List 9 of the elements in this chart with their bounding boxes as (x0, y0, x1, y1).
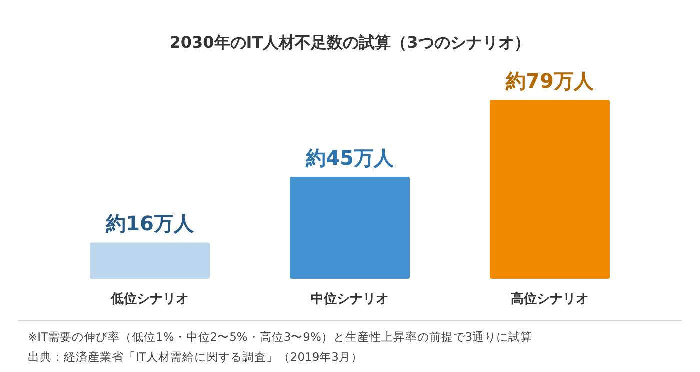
data-label: 約45万人 (305, 146, 395, 170)
data-label: 約16万人 (105, 212, 195, 236)
chart-title: 2030年のIT人材不足数の試算（3つのシナリオ） (170, 33, 530, 52)
x-tick-label: 中位シナリオ (311, 292, 389, 307)
text: ※IT需要の伸び率（低位1%・中位2〜5%・高位3〜9%）と生産性上昇率の前提で3通りに試算 (28, 330, 533, 344)
source-note: 出典：経済産業省「IT人材需給に関する調査」（2019年3月） (28, 350, 363, 364)
x-tick-label: 高位シナリオ (511, 291, 589, 307)
x-tick-label: 低位シナリオ (110, 292, 189, 307)
data-label: 約79万人 (505, 69, 595, 93)
